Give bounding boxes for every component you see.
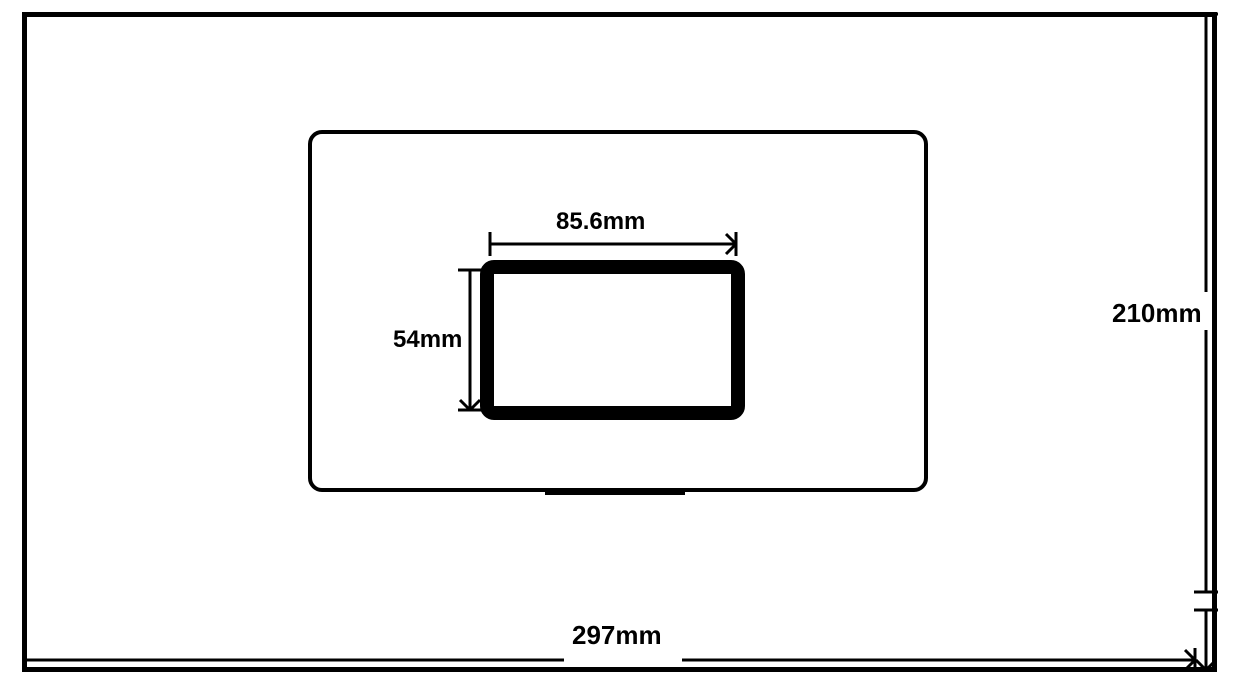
middle-rect-tab: [545, 489, 685, 495]
dim-inner-width-label: 85.6mm: [556, 208, 645, 236]
dim-inner-height-label: 54mm: [393, 326, 462, 354]
dim-outer-width-label: 297mm: [572, 620, 662, 651]
dim-outer-height-label: 210mm: [1112, 298, 1202, 329]
diagram-canvas: 85.6mm 54mm 210mm 297mm: [0, 0, 1240, 683]
inner-rect: [480, 260, 745, 420]
